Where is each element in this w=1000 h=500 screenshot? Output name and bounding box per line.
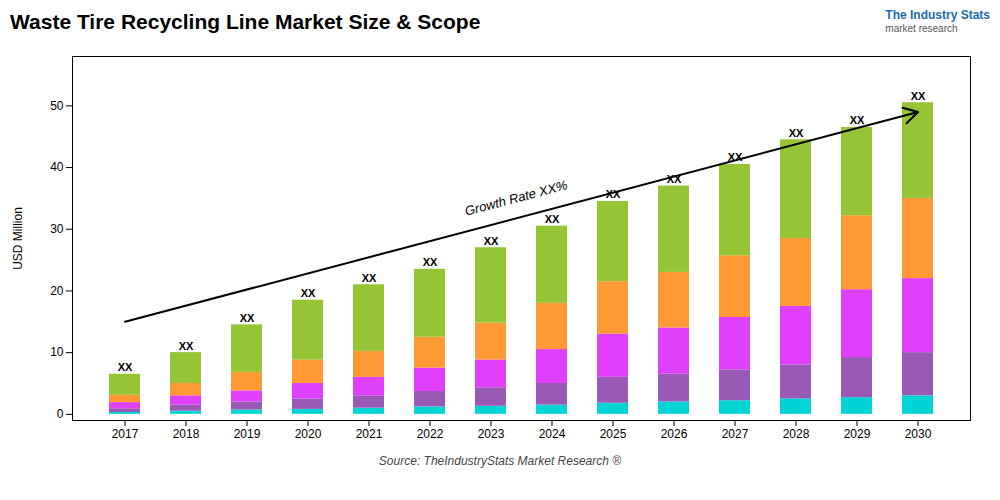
svg-text:2028: 2028 — [783, 427, 810, 441]
svg-text:2025: 2025 — [600, 427, 627, 441]
svg-text:50: 50 — [50, 99, 64, 113]
svg-text:XX: XX — [850, 114, 865, 126]
html-text:Waste Tire Recycling Line Mark: Waste Tire Recycling Line Market Size & … — [10, 10, 481, 33]
svg-text:2024: 2024 — [539, 427, 566, 441]
svg-text:2021: 2021 — [356, 427, 383, 441]
svg-text:XX: XX — [240, 312, 255, 324]
svg-text:2019: 2019 — [234, 427, 261, 441]
svg-text:20: 20 — [50, 284, 64, 298]
svg-text:2030: 2030 — [905, 427, 932, 441]
svg-text:XX: XX — [911, 90, 926, 102]
svg-text:30: 30 — [50, 222, 64, 236]
svg-text:XX: XX — [179, 340, 194, 352]
svg-text:0: 0 — [57, 407, 64, 421]
svg-text:2023: 2023 — [478, 427, 505, 441]
svg-text:2029: 2029 — [844, 427, 871, 441]
svg-text:40: 40 — [50, 160, 64, 174]
svg-text:XX: XX — [545, 213, 560, 225]
svg-text:XX: XX — [484, 235, 499, 247]
svg-text:2020: 2020 — [295, 427, 322, 441]
svg-text:10: 10 — [50, 345, 64, 359]
svg-text:2018: 2018 — [173, 427, 200, 441]
svg-text:XX: XX — [605, 188, 621, 201]
svg-text:2026: 2026 — [661, 427, 688, 441]
svg-text:2027: 2027 — [722, 427, 749, 441]
html-text:Source: TheIndustryStats Marke: Source: TheIndustryStats Market Research… — [378, 454, 622, 468]
svg-text:USD Million: USD Million — [11, 207, 25, 270]
svg-text:XX: XX — [789, 127, 804, 139]
svg-text:XX: XX — [666, 173, 682, 186]
html-text:The Industry Stats: The Industry Stats — [885, 8, 990, 22]
svg-text:XX: XX — [301, 287, 316, 299]
svg-text:XX: XX — [727, 151, 743, 164]
svg-text:2017: 2017 — [112, 427, 139, 441]
svg-text:XX: XX — [423, 256, 438, 268]
svg-text:Growth Rate XX%: Growth Rate XX% — [463, 177, 569, 218]
svg-text:2022: 2022 — [417, 427, 444, 441]
svg-text:XX: XX — [362, 272, 377, 284]
html-text:market research: market research — [885, 23, 958, 34]
svg-text:XX: XX — [118, 361, 133, 373]
